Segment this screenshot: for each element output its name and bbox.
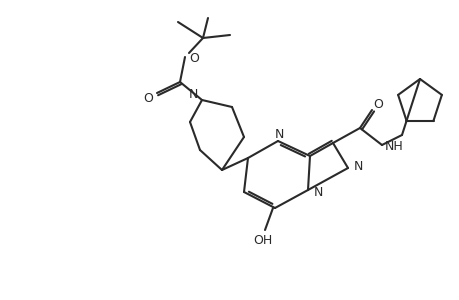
Text: O: O [189, 52, 198, 65]
Text: OH: OH [253, 235, 272, 248]
Text: N: N [274, 128, 283, 140]
Text: N: N [353, 160, 362, 173]
Text: O: O [372, 98, 382, 112]
Text: N: N [188, 88, 197, 101]
Text: N: N [313, 185, 322, 199]
Text: O: O [143, 92, 152, 104]
Text: NH: NH [384, 140, 403, 152]
